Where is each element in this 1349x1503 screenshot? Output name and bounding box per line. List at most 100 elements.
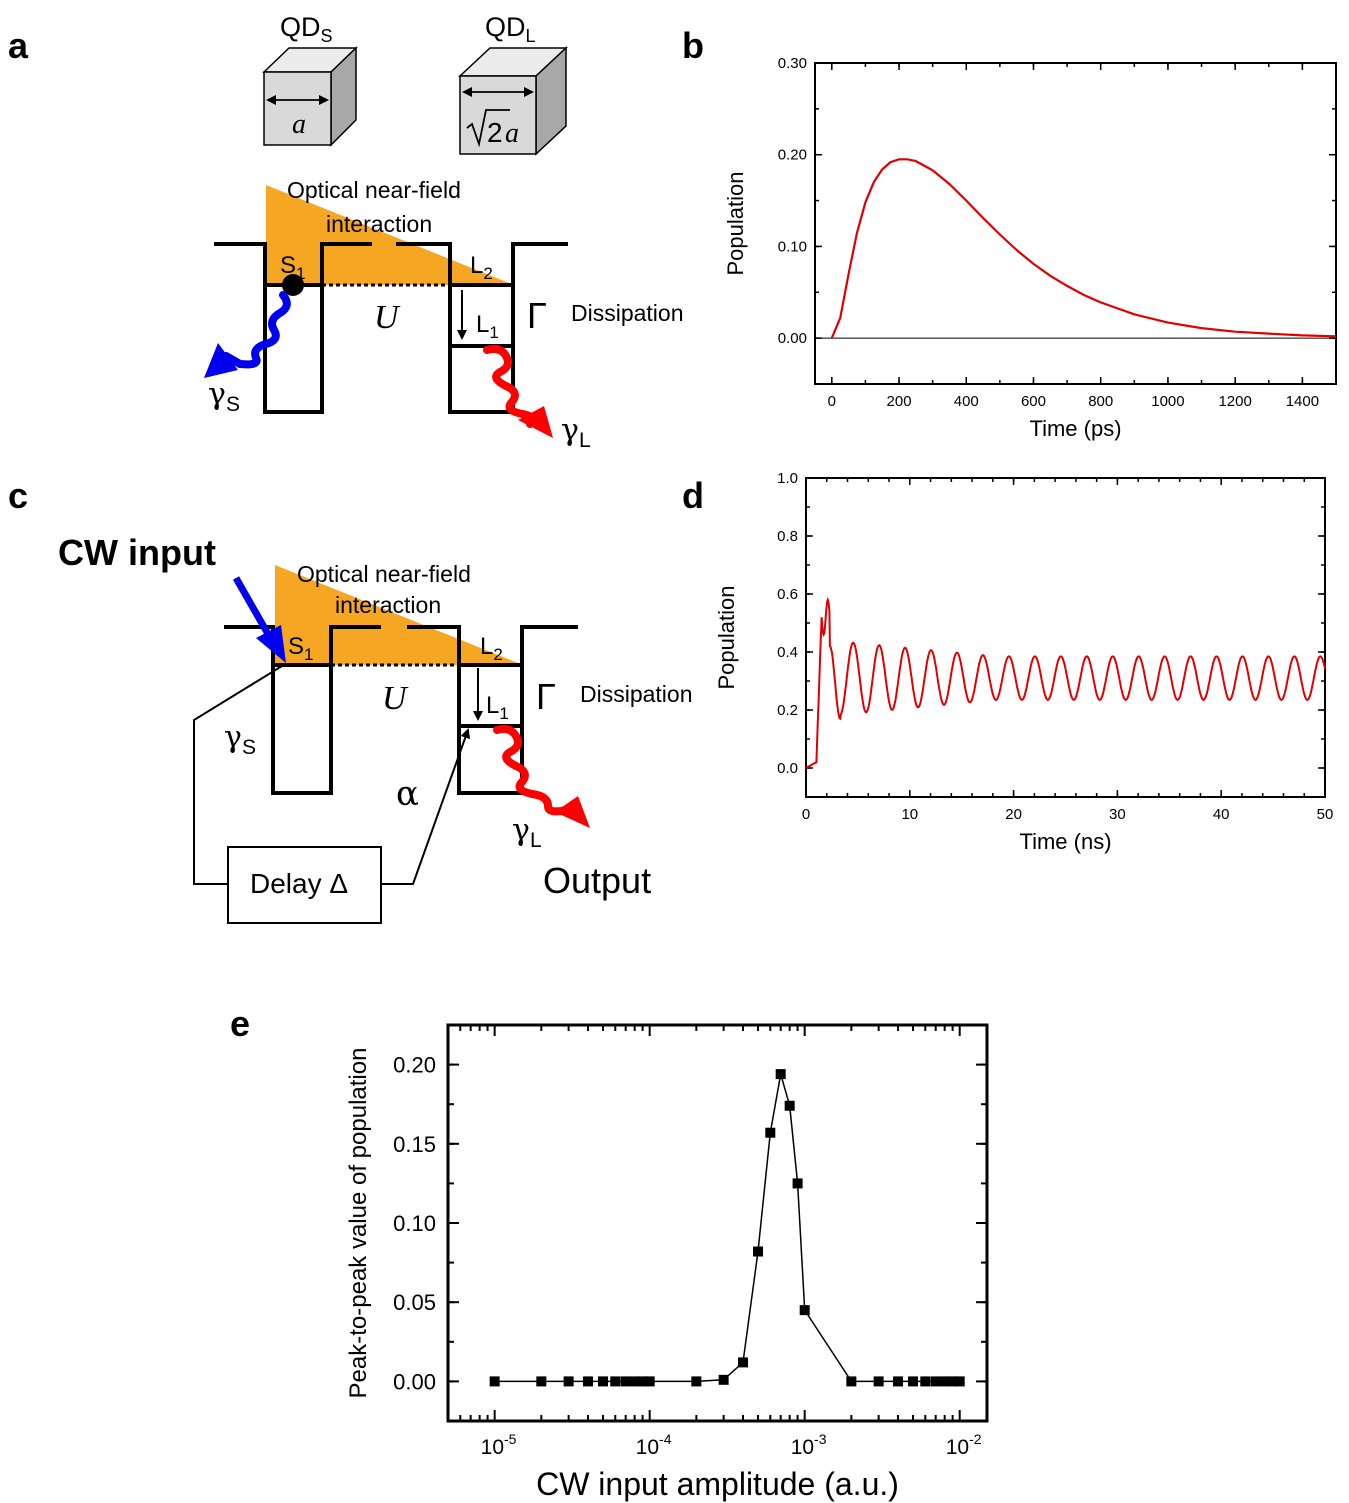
data-point xyxy=(954,1376,965,1387)
x-tick-label: 0 xyxy=(802,806,810,823)
large-cube-dim-num: 2 xyxy=(487,117,503,148)
plot-frame xyxy=(446,1023,989,1423)
data-point xyxy=(873,1376,884,1387)
chart-b: 0 200 400 600 800 1000 1200 1400 0.00 0.10 0.20 0.3… xyxy=(723,55,1337,441)
x-tick-label: 10 xyxy=(901,806,918,823)
qd-small-label: QDS xyxy=(280,12,333,46)
large-cube-dim-var: a xyxy=(505,118,519,149)
data-point xyxy=(753,1246,764,1257)
dissipation-label: Dissipation xyxy=(580,681,693,707)
data-point xyxy=(644,1376,655,1387)
x-tick-label: 10-4 xyxy=(636,1431,672,1459)
delay-box xyxy=(227,846,382,924)
data-point xyxy=(536,1376,547,1387)
gamma-l-label: γL xyxy=(512,813,542,852)
x-tick-label: 10-3 xyxy=(791,1431,827,1459)
x-tick-label: 40 xyxy=(1213,806,1230,823)
panel-label-c: c xyxy=(8,475,28,516)
y-tick-label: 0.6 xyxy=(777,586,798,603)
feedback-line-out xyxy=(381,728,471,885)
l2-label: L2 xyxy=(470,252,493,283)
data-point xyxy=(691,1376,702,1387)
gamma-cap-label: Γ xyxy=(527,295,547,336)
plot-frame xyxy=(814,62,1337,385)
panel-e: e 10-5 10-4 10-3 10-2 0.00 0.05 0.10 0.15 0.20 CW… xyxy=(230,1003,989,1502)
y-tick-label: 0.4 xyxy=(777,644,798,661)
y-tick-label: 0.00 xyxy=(393,1369,436,1394)
data-point xyxy=(939,1376,950,1387)
large-cube: 2 a xyxy=(458,46,568,156)
x-tick-label: 0 xyxy=(828,393,836,410)
cw-input-label: CW input xyxy=(58,532,216,573)
y-tick-label: 0.8 xyxy=(777,528,798,545)
x-tick-label: 200 xyxy=(887,393,912,410)
gamma-l-label: γL xyxy=(561,413,591,452)
plot-frame xyxy=(805,477,1326,798)
data-point xyxy=(920,1376,931,1387)
s1-label: S1 xyxy=(280,252,305,283)
x-axis-label: Time (ns) xyxy=(1019,829,1111,854)
interaction-label-line2: interaction xyxy=(335,592,441,618)
cw-input-arrow-head xyxy=(256,625,286,663)
panel-d: d 0 10 20 30 40 50 0.0 0.2 0.4 0.6 0.8 1.0 Time (ns)… xyxy=(682,470,1333,854)
x-tick-label: 1400 xyxy=(1286,393,1319,410)
u-label: U xyxy=(374,299,401,336)
y-tick-label: 0.10 xyxy=(393,1211,436,1236)
data-point xyxy=(908,1376,919,1387)
data-point xyxy=(799,1305,810,1316)
y-tick-label: 0.10 xyxy=(778,238,807,255)
small-cube-dim: a xyxy=(292,109,306,140)
cw-input-arrow xyxy=(232,576,272,636)
blue-emission-arrow xyxy=(222,291,291,369)
data-point xyxy=(610,1376,621,1387)
interaction-label-line2: interaction xyxy=(326,211,432,237)
alpha-label: α xyxy=(396,774,419,814)
interaction-label-line1: Optical near-field xyxy=(287,177,461,203)
x-tick-label: 10-5 xyxy=(481,1431,517,1459)
red-arrow-head xyxy=(518,406,553,438)
panel-label-a: a xyxy=(8,25,29,66)
panel-a: a QDS QDL a 2 a Optical near-field i xyxy=(8,12,684,452)
data-point xyxy=(629,1376,640,1387)
panel-c: c CW input Optical near-field interactio… xyxy=(8,475,693,924)
l2-label: L2 xyxy=(480,633,503,664)
x-tick-label: 50 xyxy=(1317,806,1334,823)
x-tick-label: 600 xyxy=(1021,393,1046,410)
y-tick-label: 0.0 xyxy=(777,760,798,777)
output-wave-arrow xyxy=(493,724,570,816)
x-tick-label: 400 xyxy=(954,393,979,410)
y-axis-label: Peak-to-peak value of population xyxy=(345,1048,372,1399)
data-point xyxy=(620,1376,631,1387)
x-axis-label: Time (ps) xyxy=(1029,416,1121,441)
u-label: U xyxy=(382,680,409,717)
panel-label-d: d xyxy=(682,475,704,516)
panel-label-e: e xyxy=(230,1003,250,1044)
gamma-s-label: γS xyxy=(224,720,256,759)
data-point xyxy=(846,1376,857,1387)
qd-large-label: QDL xyxy=(485,12,536,46)
y-tick-label: 0.2 xyxy=(777,702,798,719)
chart-d: 0 10 20 30 40 50 0.0 0.2 0.4 0.6 0.8 1.0 Time (ns) Po… xyxy=(714,470,1333,854)
s1-label: S1 xyxy=(288,633,313,664)
data-point xyxy=(582,1376,593,1387)
population-curve xyxy=(830,158,1337,339)
red-emission-arrow xyxy=(483,344,536,428)
y-tick-label: 0.30 xyxy=(778,55,807,72)
data-point xyxy=(947,1376,958,1387)
y-axis-label: Population xyxy=(723,172,748,276)
panel-label-b: b xyxy=(682,25,704,66)
exciton-dot xyxy=(282,274,304,296)
y-tick-label: 0.20 xyxy=(778,147,807,164)
delay-label: Delay Δ xyxy=(250,868,348,899)
x-tick-label: 1200 xyxy=(1218,393,1251,410)
x-tick-label: 800 xyxy=(1088,393,1113,410)
y-tick-label: 0.20 xyxy=(393,1053,436,1078)
chart-e: 10-5 10-4 10-3 10-2 0.00 0.05 0.10 0.15 0.20 CW i… xyxy=(345,1023,989,1502)
x-tick-label: 1000 xyxy=(1151,393,1184,410)
y-tick-label: 1.0 xyxy=(777,470,798,487)
interaction-label-line1: Optical near-field xyxy=(297,561,471,587)
x-tick-label: 20 xyxy=(1005,806,1022,823)
output-label: Output xyxy=(543,860,651,901)
dissipation-label: Dissipation xyxy=(571,300,684,326)
